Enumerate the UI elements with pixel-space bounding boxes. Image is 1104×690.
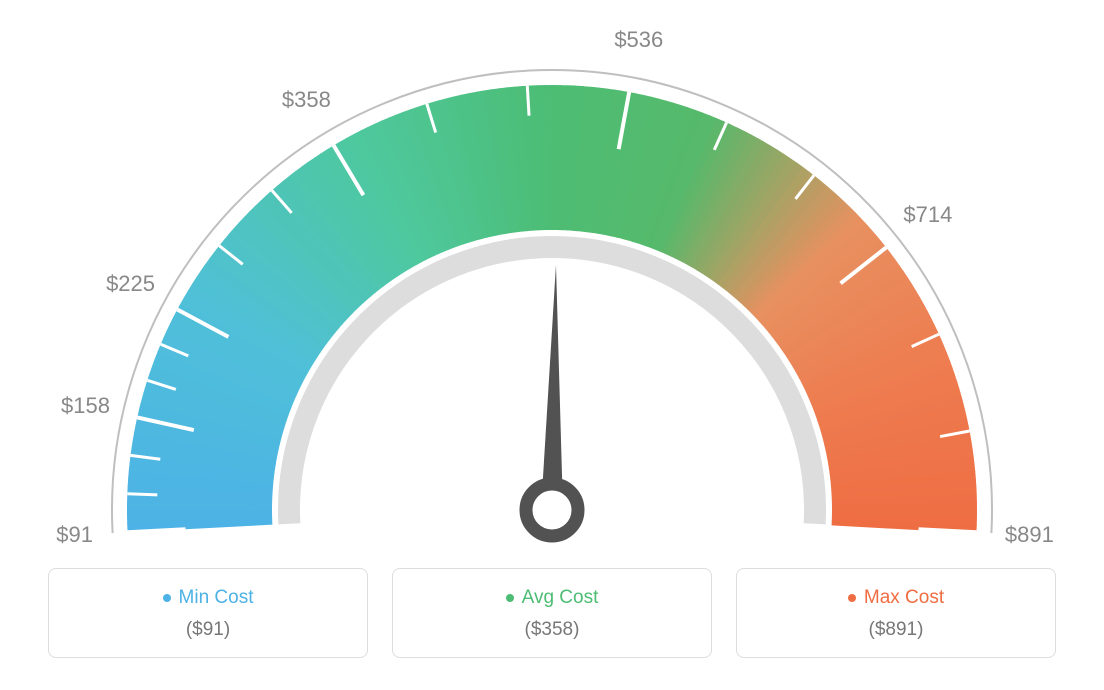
legend-value-min: ($91) (69, 619, 347, 641)
legend-title-min: Min Cost (163, 587, 254, 609)
legend-card-max: Max Cost ($891) (736, 568, 1056, 658)
legend-dot-min (163, 594, 171, 602)
legend-card-avg: Avg Cost ($358) (392, 568, 712, 658)
tick-label: $891 (1005, 522, 1054, 548)
legend-dot-max (848, 594, 856, 602)
legend-value-max: ($891) (757, 619, 1035, 641)
legend-card-min: Min Cost ($91) (48, 568, 368, 658)
tick-label: $536 (614, 27, 663, 53)
tick-label: $91 (56, 522, 93, 548)
gauge-container: $91 $158 $225 $358 $536 $714 $891 (0, 0, 1104, 560)
legend-row: Min Cost ($91) Avg Cost ($358) Max Cost … (0, 568, 1104, 658)
tick-label: $158 (61, 393, 110, 419)
gauge-svg (0, 0, 1104, 560)
tick-label: $225 (106, 271, 155, 297)
legend-value-avg: ($358) (413, 619, 691, 641)
legend-dot-avg (506, 594, 514, 602)
legend-title-text-avg: Avg Cost (522, 587, 599, 609)
legend-title-text-min: Min Cost (179, 587, 254, 609)
legend-title-max: Max Cost (848, 587, 944, 609)
legend-title-text-max: Max Cost (864, 587, 944, 609)
tick-label: $358 (282, 87, 331, 113)
tick-label: $714 (903, 202, 952, 228)
legend-title-avg: Avg Cost (506, 587, 599, 609)
